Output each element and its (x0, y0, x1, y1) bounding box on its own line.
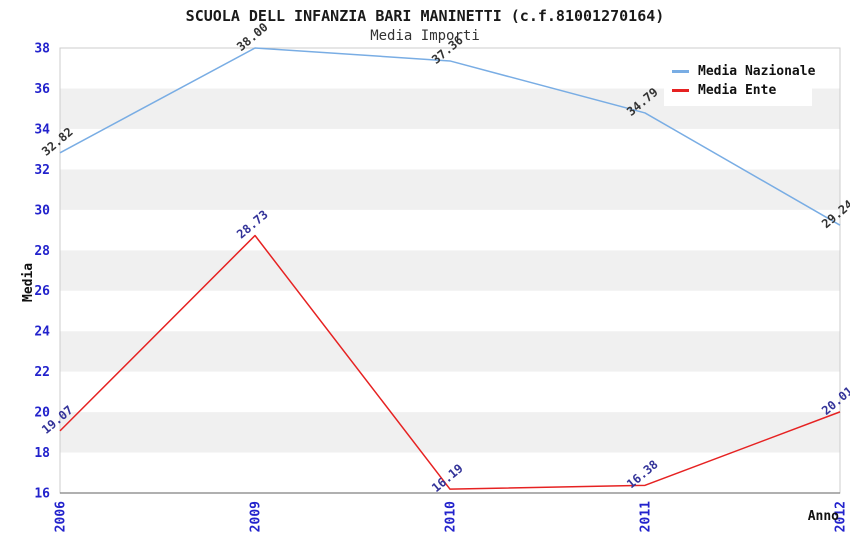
x-axis-title: Anno (807, 509, 839, 524)
y-tick-label: 22 (34, 365, 50, 380)
grid-band (60, 371, 840, 413)
legend-label-media-ente: Media Ente (698, 83, 777, 98)
grid-band (60, 412, 840, 453)
y-tick-label: 16 (34, 487, 50, 502)
grid-band (60, 209, 840, 251)
y-tick-label: 24 (34, 325, 50, 340)
grid-band (60, 250, 840, 291)
y-tick-label: 18 (34, 446, 50, 461)
chart-subtitle: Media Importi (370, 28, 480, 44)
grid-band (60, 128, 840, 170)
legend-label-media-nazionale: Media Nazionale (698, 64, 816, 79)
y-tick-label: 38 (34, 42, 50, 57)
grid-band (60, 290, 840, 332)
y-tick-label: 36 (34, 82, 50, 97)
x-tick-label: 2010 (444, 501, 459, 532)
y-tick-label: 26 (34, 284, 50, 299)
grid-band (60, 169, 840, 210)
x-tick-label: 2012 (834, 501, 849, 532)
y-tick-label: 30 (34, 203, 50, 218)
legend-item-media-nazionale: Media Nazionale (672, 62, 815, 81)
y-tick-label: 32 (34, 163, 50, 178)
grid-band (60, 331, 840, 372)
legend-swatch-media-ente (672, 89, 689, 92)
x-tick-label: 2009 (249, 501, 264, 532)
x-tick-label: 2006 (54, 501, 69, 532)
grid-band (60, 452, 840, 493)
series-line-media-ente (59, 234, 841, 490)
series-line-media-nazionale (59, 47, 841, 226)
x-tick-label: 2011 (639, 501, 654, 532)
chart-title: SCUOLA DELL INFANZIA BARI MANINETTI (c.f… (185, 7, 665, 25)
legend-swatch-media-nazionale (672, 70, 689, 73)
y-axis-title: Media (21, 262, 36, 302)
y-tick-label: 28 (34, 244, 50, 259)
y-tick-label: 34 (34, 122, 50, 137)
legend-item-media-ente: Media Ente (672, 81, 808, 100)
y-tick-label: 20 (34, 406, 50, 421)
legend: Media Nazionale Media Ente (664, 56, 815, 106)
